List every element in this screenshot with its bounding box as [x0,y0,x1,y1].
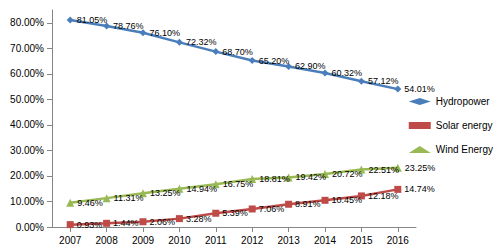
svg-text:70.00%: 70.00% [10,43,44,54]
svg-text:2007: 2007 [59,235,82,246]
svg-text:16.75%: 16.75% [223,179,254,189]
svg-text:2009: 2009 [132,235,155,246]
svg-text:5.39%: 5.39% [222,208,248,218]
svg-text:60.00%: 60.00% [10,68,44,79]
svg-text:19.42%: 19.42% [296,172,327,182]
svg-text:Hydropower: Hydropower [436,96,491,107]
svg-text:1.44%: 1.44% [113,218,139,228]
svg-text:20.00%: 20.00% [10,170,44,181]
svg-text:2010: 2010 [168,235,191,246]
svg-text:76.10%: 76.10% [150,28,181,38]
svg-text:14.74%: 14.74% [404,184,435,194]
svg-text:20.72%: 20.72% [332,169,363,179]
svg-text:Solar energy: Solar energy [436,120,493,131]
svg-text:22.51%: 22.51% [368,165,399,175]
svg-text:2012: 2012 [241,235,264,246]
svg-text:2015: 2015 [350,235,373,246]
svg-text:8.91%: 8.91% [295,199,321,209]
svg-text:0.00%: 0.00% [16,222,44,233]
svg-text:0.93%: 0.93% [77,220,103,230]
svg-text:7.06%: 7.06% [259,204,285,214]
svg-text:50.00%: 50.00% [10,94,44,105]
svg-text:30.00%: 30.00% [10,145,44,156]
svg-text:60.32%: 60.32% [332,68,363,78]
svg-text:72.32%: 72.32% [186,37,217,47]
svg-text:14.94%: 14.94% [186,184,217,194]
svg-text:65.20%: 65.20% [259,56,290,66]
svg-text:81.05%: 81.05% [77,15,108,25]
svg-text:68.70%: 68.70% [222,47,253,57]
svg-text:78.76%: 78.76% [113,21,144,31]
svg-text:12.18%: 12.18% [368,191,399,201]
svg-text:2013: 2013 [277,235,300,246]
svg-text:11.31%: 11.31% [114,193,144,203]
svg-text:2011: 2011 [205,235,227,246]
svg-text:80.00%: 80.00% [10,17,44,28]
svg-text:3.28%: 3.28% [186,214,212,224]
svg-text:18.81%: 18.81% [259,174,290,184]
svg-text:10.00%: 10.00% [10,196,44,207]
svg-text:13.25%: 13.25% [150,188,181,198]
svg-text:2016: 2016 [387,235,410,246]
svg-text:62.90%: 62.90% [295,61,326,71]
svg-text:23.25%: 23.25% [405,163,436,173]
svg-text:57.12%: 57.12% [368,76,399,86]
svg-text:2008: 2008 [95,235,118,246]
svg-text:2.06%: 2.06% [150,217,176,227]
svg-text:40.00%: 40.00% [10,119,44,130]
svg-text:54.01%: 54.01% [404,84,435,94]
svg-text:10.45%: 10.45% [332,195,363,205]
svg-text:2014: 2014 [314,235,337,246]
svg-text:9.46%: 9.46% [77,198,103,208]
svg-text:Wind Energy: Wind Energy [436,144,493,155]
